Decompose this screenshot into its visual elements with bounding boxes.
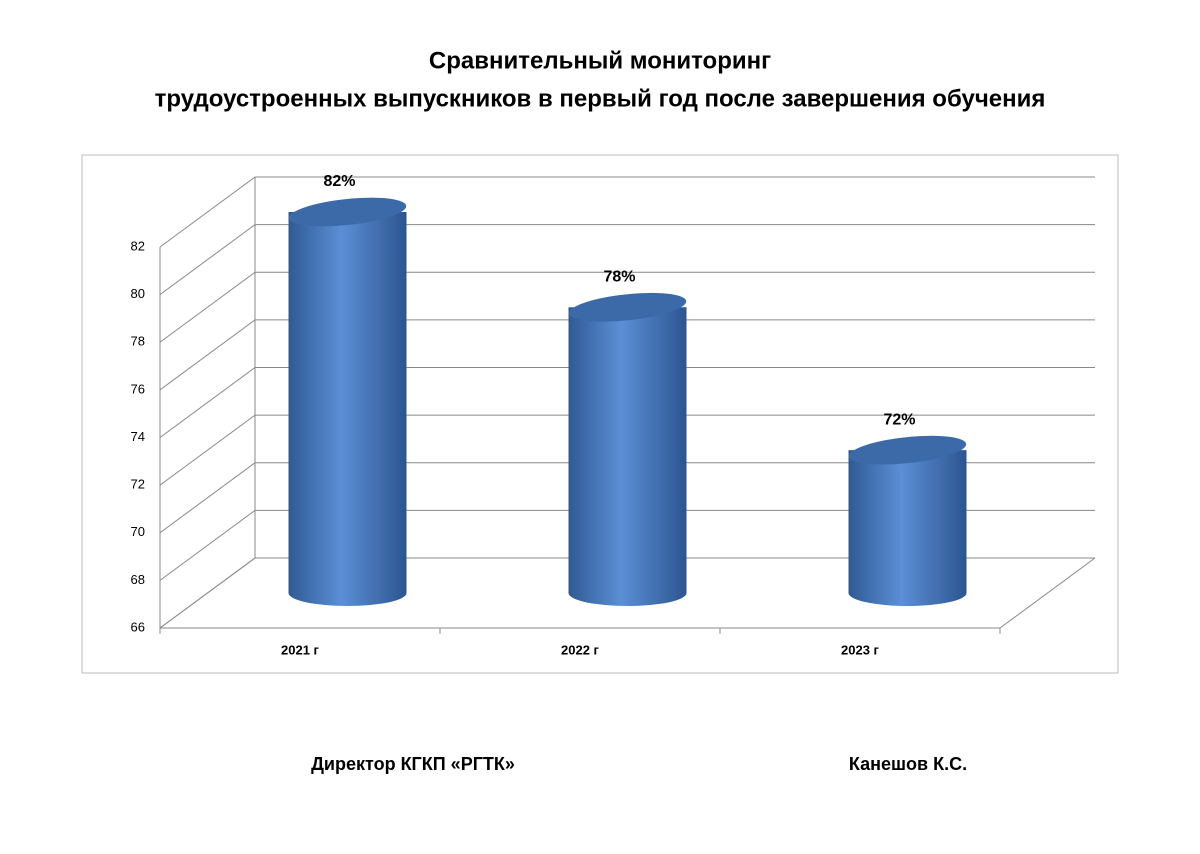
grid-line (159, 367, 256, 438)
y-tick-label: 68 (131, 572, 145, 587)
y-tick-label: 72 (131, 477, 145, 492)
chart-title: трудоустроенных выпускников в первый год… (155, 85, 1046, 112)
value-label: 82% (323, 173, 355, 190)
signature-name: Канешов К.С. (849, 754, 967, 774)
plot: 66 68 70 72 74 76 78 80 82 2021 г 82% 2022 г 78% 2023… (131, 173, 1096, 657)
grid-line (159, 462, 256, 534)
bar-top (288, 197, 407, 227)
grid-line (159, 557, 256, 629)
y-tick-label: 80 (131, 286, 145, 301)
x-tick-label: 2023 г (841, 642, 880, 657)
y-tick-label: 70 (131, 524, 145, 539)
y-tick-label: 74 (131, 429, 145, 444)
signature-position: Директор КГКП «РГТК» (311, 754, 515, 774)
y-tick-label: 78 (131, 334, 145, 349)
chart-title: Сравнительный мониторинг (429, 47, 771, 74)
grid-line (159, 224, 256, 296)
y-tick-label: 66 (131, 619, 145, 634)
value-label: 72% (883, 411, 915, 428)
x-tick-label: 2022 г (561, 642, 600, 657)
x-tick-label: 2021 г (281, 642, 320, 657)
bar (288, 212, 407, 606)
y-tick-label: 76 (131, 381, 145, 396)
grid-line (159, 271, 256, 343)
value-label: 78% (603, 268, 635, 285)
axis-line (999, 557, 1096, 629)
bar (568, 307, 687, 606)
y-tick-label: 82 (131, 238, 145, 253)
grid-line (159, 319, 256, 391)
bar (848, 450, 967, 606)
bar-top (848, 435, 967, 465)
grid-line (159, 414, 256, 486)
grid-line (159, 176, 256, 248)
bar-top (568, 292, 687, 322)
grid-line (159, 509, 256, 581)
